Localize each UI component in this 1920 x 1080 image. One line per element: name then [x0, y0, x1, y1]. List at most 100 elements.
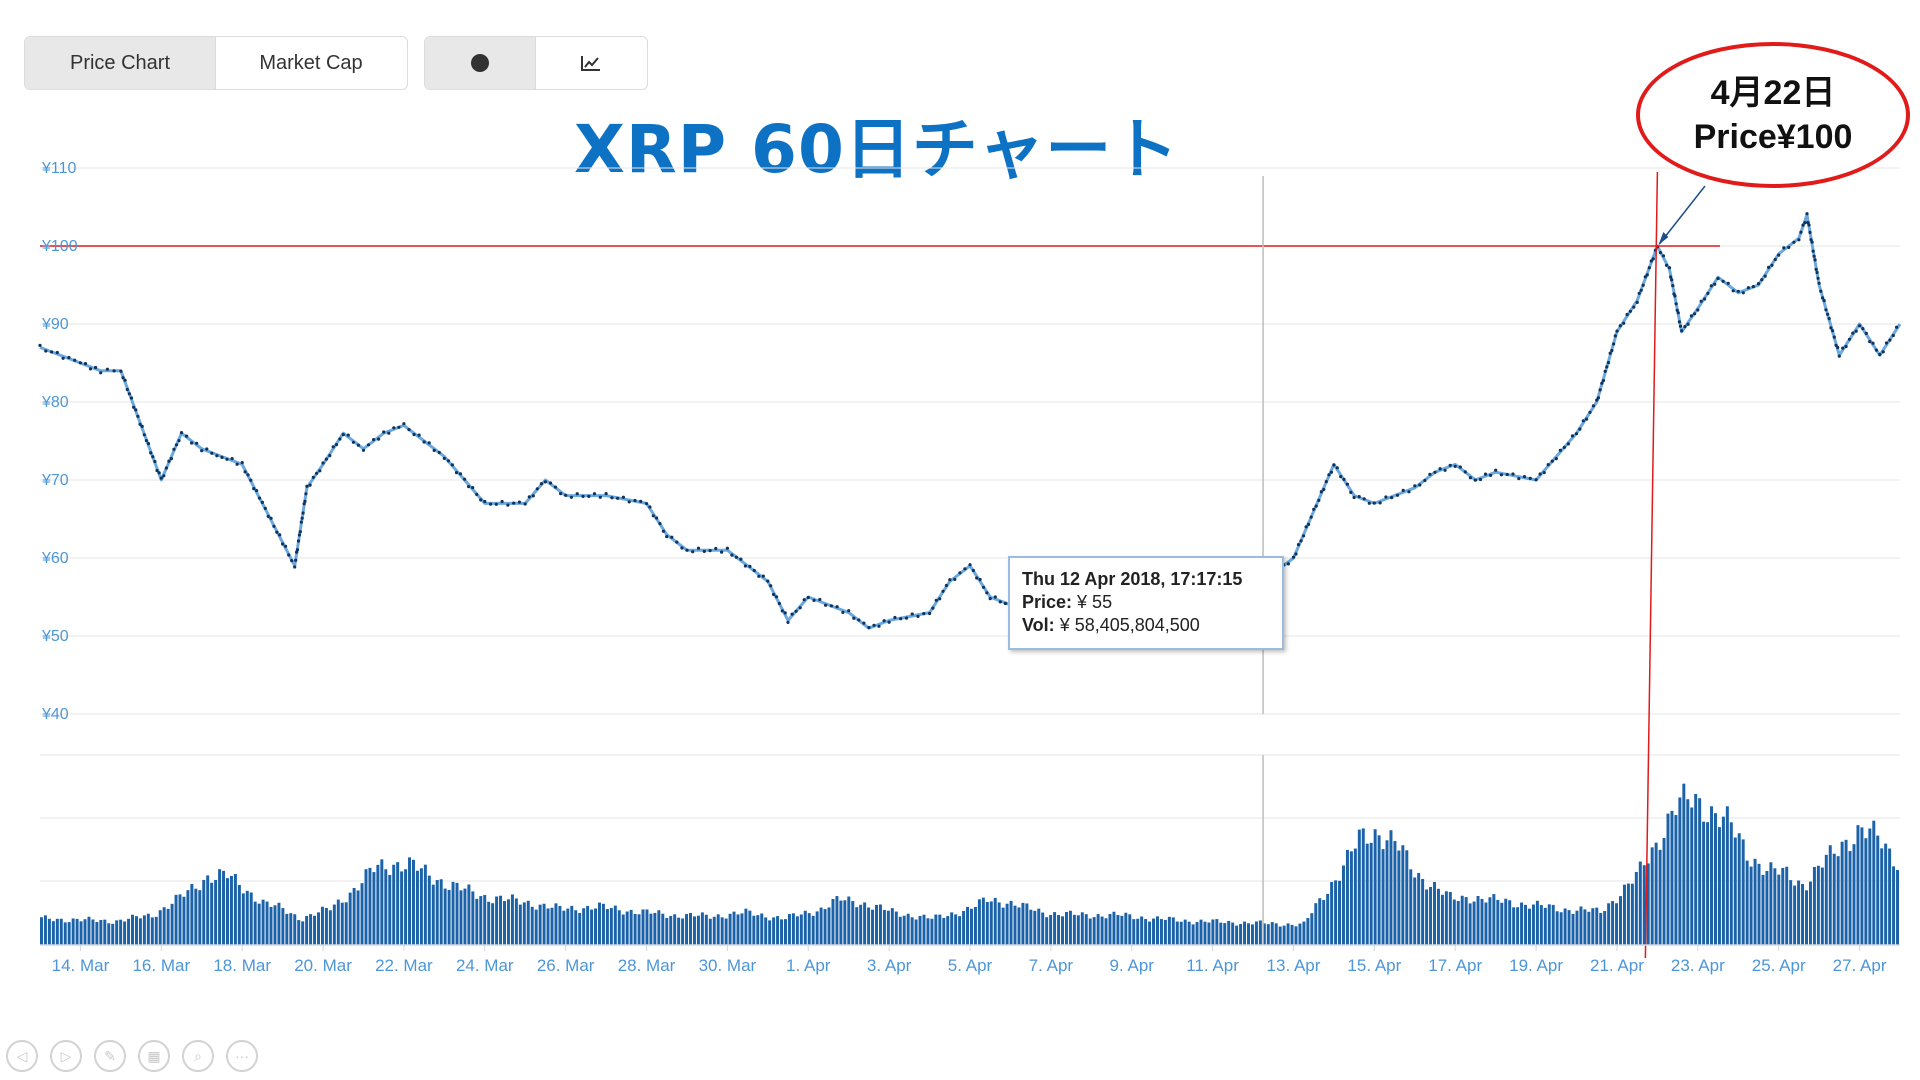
price-point: [1367, 501, 1371, 505]
volume-bar: [1290, 924, 1294, 945]
price-chart: ¥110 ¥100 ¥90 ¥80 ¥70 ¥60 ¥50 ¥40 14. Mar 16. Ma…: [38, 160, 1902, 975]
volume-bar: [79, 921, 83, 945]
price-point: [893, 615, 897, 620]
volume-bar: [863, 902, 867, 945]
price-point: [266, 514, 270, 519]
price-point: [517, 500, 522, 504]
price-point: [458, 472, 463, 476]
price-point: [1721, 279, 1725, 283]
price-point: [512, 501, 516, 505]
volume-bar: [1116, 915, 1120, 945]
volume-bar: [649, 913, 653, 945]
price-point: [1413, 484, 1417, 488]
volume-bar: [1417, 872, 1421, 945]
volume-bar: [510, 894, 514, 945]
price-point: [958, 571, 962, 575]
price-point: [1494, 468, 1498, 472]
prev-icon[interactable]: ◁: [6, 1040, 38, 1072]
price-point: [157, 471, 161, 475]
volume-bar: [1389, 830, 1393, 945]
volume-bar: [1880, 848, 1884, 945]
price-point: [1327, 473, 1331, 477]
tooltip-vol-label: Vol:: [1022, 615, 1055, 635]
grid-icon[interactable]: ▦: [138, 1040, 170, 1072]
volume-bar: [902, 915, 906, 945]
volume-bar: [1650, 847, 1654, 945]
volume-bar: [1852, 844, 1856, 945]
volume-bar: [1207, 922, 1211, 945]
price-point: [1528, 476, 1532, 480]
price-point: [172, 447, 176, 451]
volume-bar: [1488, 897, 1492, 945]
price-point: [1499, 473, 1503, 477]
volume-bar: [661, 913, 665, 945]
dot-style-button[interactable]: [425, 37, 535, 89]
volume-bar: [404, 869, 408, 945]
price-point: [1770, 263, 1774, 267]
next-icon[interactable]: ▷: [50, 1040, 82, 1072]
price-point: [714, 546, 718, 551]
price-point: [297, 533, 301, 537]
volume-bar: [855, 907, 859, 945]
price-point: [249, 478, 253, 482]
volume-bar: [748, 910, 752, 945]
volume-bar: [756, 915, 760, 945]
price-point: [290, 559, 294, 563]
volume-bar: [732, 911, 736, 945]
tab-market-cap[interactable]: Market Cap: [215, 37, 406, 89]
price-point: [255, 489, 259, 493]
volume-bar: [1405, 850, 1409, 945]
price-point: [377, 437, 381, 441]
volume-bar: [83, 919, 87, 945]
price-point: [1891, 333, 1895, 338]
zoom-icon[interactable]: ⌕: [182, 1040, 214, 1072]
volume-bar: [859, 904, 863, 945]
volume-bar: [621, 914, 625, 945]
price-point: [159, 476, 163, 480]
volume-bar: [1698, 798, 1702, 945]
price-point: [1741, 291, 1745, 295]
tab-price-chart[interactable]: Price Chart: [25, 37, 215, 89]
volume-bar: [439, 879, 443, 945]
chart-mode-tabs: Price Chart Market Cap: [24, 36, 408, 90]
volume-bar: [301, 921, 305, 945]
price-point: [1578, 427, 1582, 431]
price-point: [1595, 398, 1599, 402]
line-style-button[interactable]: [535, 37, 646, 89]
volume-bar: [819, 907, 823, 945]
y-tick-label: ¥60: [41, 550, 69, 567]
volume-bar: [906, 913, 910, 945]
price-point: [1792, 240, 1796, 244]
volume-bar: [1318, 898, 1322, 945]
volume-bar: [229, 875, 233, 945]
price-point: [169, 457, 173, 461]
volume-bar: [867, 907, 871, 945]
volume-bar: [546, 908, 550, 945]
volume-bar: [1757, 863, 1761, 945]
price-point: [824, 603, 828, 607]
volume-bar: [1326, 893, 1330, 945]
volume-bar: [1543, 907, 1547, 945]
price-point: [269, 516, 273, 520]
pen-icon[interactable]: ✎: [94, 1040, 126, 1072]
volume-bar: [1828, 845, 1832, 945]
volume-bar: [1227, 920, 1231, 945]
price-point: [1566, 442, 1570, 446]
price-point: [1632, 305, 1636, 309]
price-point: [252, 487, 256, 491]
volume-bar: [324, 907, 328, 945]
volume-bar: [997, 902, 1001, 945]
x-tick-label: 27. Apr: [1833, 956, 1887, 975]
volume-bar: [728, 913, 732, 945]
volume-bar: [455, 882, 459, 945]
price-point: [916, 614, 920, 619]
volume-bar: [71, 918, 75, 945]
more-icon[interactable]: ···: [226, 1040, 258, 1072]
volume-bar: [696, 915, 700, 945]
volume-bar: [352, 887, 356, 945]
volume-bar: [1733, 837, 1737, 945]
volume-bar: [146, 913, 150, 945]
volume-bar: [293, 914, 297, 945]
price-point: [1307, 522, 1311, 527]
price-point: [83, 362, 88, 366]
